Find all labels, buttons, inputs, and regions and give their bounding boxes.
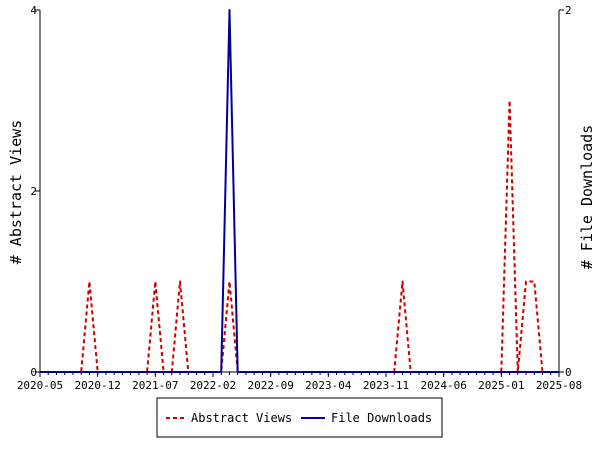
series-line-abstract-views — [40, 99, 559, 373]
legend-box — [156, 397, 443, 438]
y-left-tick-label: 0 — [30, 366, 37, 379]
x-tick-label: 2024-06 — [420, 379, 466, 392]
x-tick-label: 2025-01 — [478, 379, 524, 392]
legend-label-abstract-views: Abstract Views — [191, 411, 292, 425]
y-left-axis-title: # Abstract Views — [7, 120, 25, 265]
x-tick-label: 2021-07 — [132, 379, 178, 392]
y-right-tick-label: 2 — [565, 4, 572, 17]
series-line-file-downloads — [40, 9, 559, 373]
legend: Abstract Views File Downloads — [156, 397, 443, 438]
series-layer — [40, 9, 559, 373]
x-tick-label: 2025-08 — [536, 379, 582, 392]
x-tick-label: 2022-09 — [247, 379, 293, 392]
y-left-tick-label: 4 — [30, 4, 37, 17]
y-right-tick-label: 0 — [565, 366, 572, 379]
x-tick-label: 2020-12 — [74, 379, 120, 392]
y-right-axis-title: # File Downloads — [578, 125, 596, 270]
x-tick-label: 2022-02 — [190, 379, 236, 392]
y-left-tick-label: 2 — [30, 185, 37, 198]
x-tick-label: 2023-04 — [305, 379, 352, 392]
legend-label-file-downloads: File Downloads — [331, 411, 432, 425]
axes: 2020-05 2020-12 2021-07 2022-02 2022-09 2023-… — [17, 4, 582, 392]
x-tick-label: 2020-05 — [17, 379, 63, 392]
x-tick-label: 2023-11 — [363, 379, 409, 392]
